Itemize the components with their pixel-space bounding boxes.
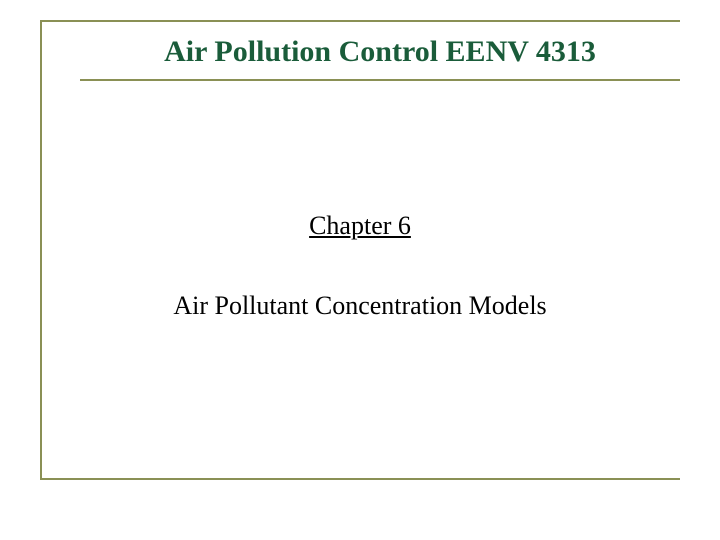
slide-container: Air Pollution Control EENV 4313 Chapter …: [0, 0, 720, 540]
border-bottom: [40, 478, 680, 480]
border-left: [40, 20, 42, 480]
border-top: [40, 20, 680, 22]
title-section: Air Pollution Control EENV 4313: [40, 35, 680, 81]
title-underline: [80, 79, 680, 81]
content-section: Chapter 6 Air Pollutant Concentration Mo…: [40, 211, 680, 321]
chapter-label: Chapter 6: [40, 211, 680, 241]
slide-subtitle: Air Pollutant Concentration Models: [40, 291, 680, 321]
slide-title: Air Pollution Control EENV 4313: [100, 35, 660, 69]
